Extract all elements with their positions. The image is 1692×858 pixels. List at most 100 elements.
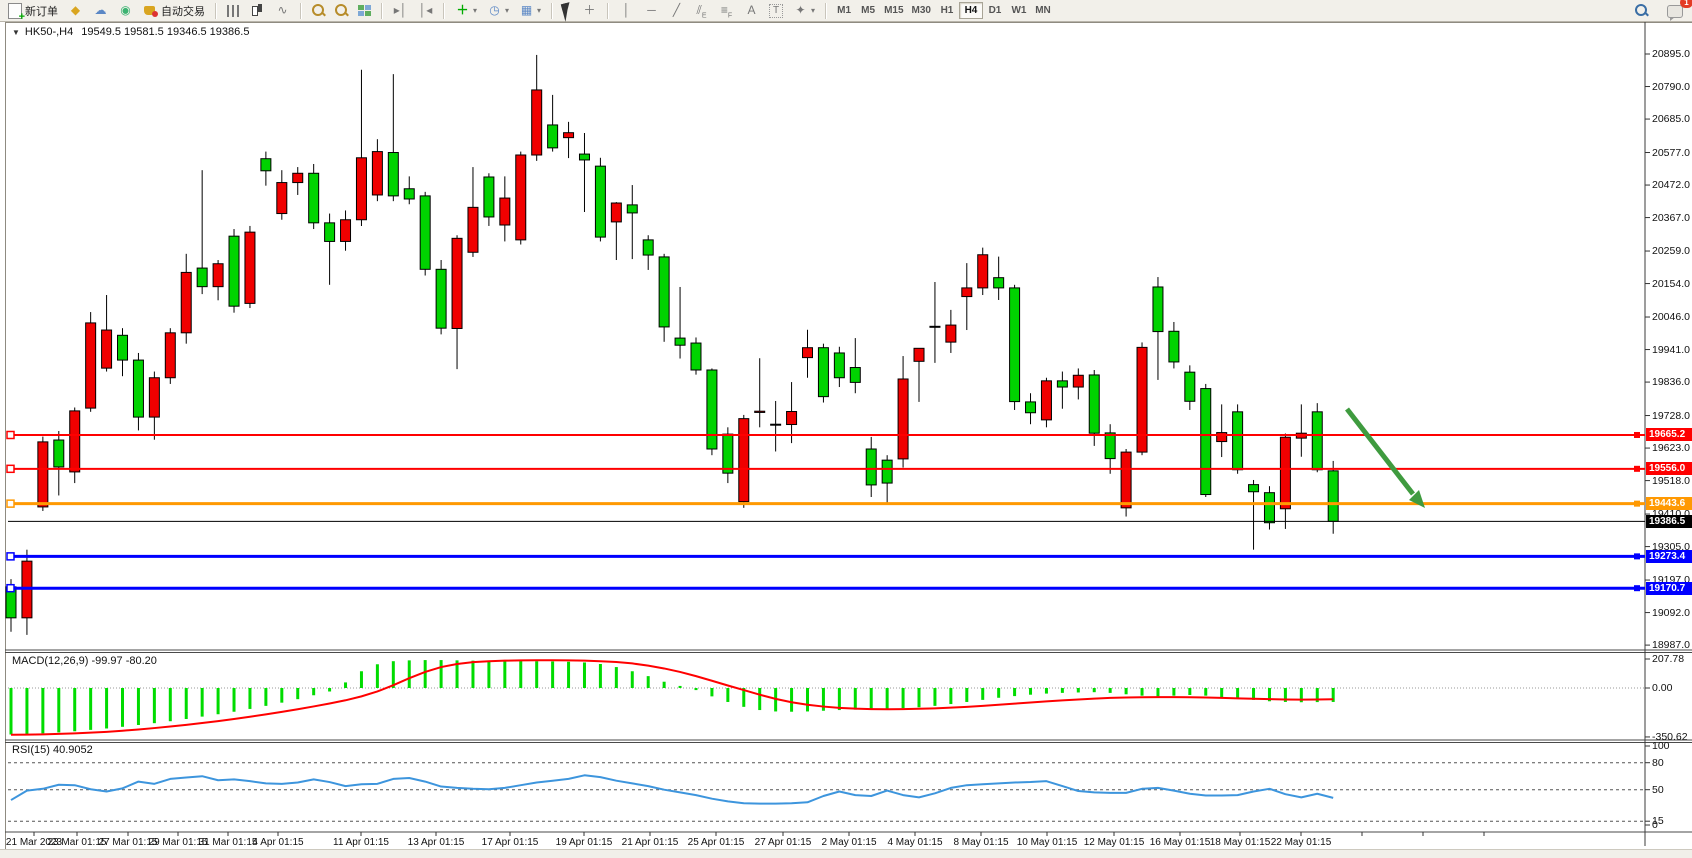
horizontal-line-button[interactable]: ─ <box>639 1 664 20</box>
zoom-out-button[interactable] <box>330 1 353 20</box>
line-handle[interactable] <box>6 430 15 440</box>
price-axis-label[interactable]: 20895.0 <box>1652 48 1690 60</box>
price-axis-label[interactable]: 20577.0 <box>1652 146 1690 159</box>
arrows-button[interactable]: ✦ ▾ <box>788 1 820 20</box>
chart-shift-button[interactable]: │◂ <box>413 1 438 20</box>
date-axis-label[interactable]: 11 Apr 01:15 <box>333 837 389 848</box>
line-handle[interactable] <box>6 499 15 508</box>
price-axis-label[interactable]: 19941.0 <box>1652 343 1690 356</box>
chat-button[interactable]: 1 <box>1662 0 1692 21</box>
rsi-axis-label[interactable]: 15 <box>1652 815 1664 828</box>
rsi-axis-label[interactable]: 100 <box>1652 740 1670 752</box>
rsi-axis-label[interactable]: 0 <box>1652 819 1658 831</box>
price-axis-label[interactable]: 20259.0 <box>1652 245 1690 258</box>
price-axis-label[interactable]: 20367.0 <box>1652 211 1690 224</box>
timeframe-d1-button[interactable]: D1 <box>983 2 1007 19</box>
price-axis-label[interactable]: 19518.0 <box>1652 474 1690 487</box>
price-axis-label[interactable]: 20154.0 <box>1652 277 1690 290</box>
horizontal-scrollbar[interactable] <box>0 849 1692 858</box>
line-chart-button[interactable]: ∿ <box>270 1 295 20</box>
line-handle[interactable] <box>1634 431 1640 438</box>
timeframe-m30-button[interactable]: M30 <box>908 2 935 19</box>
candle-down <box>594 165 606 238</box>
trade-group: + 新订单 ◆ ☁ ◉ 自动交易 <box>0 0 213 22</box>
date-axis-label[interactable]: 8 May 01:15 <box>953 837 1009 848</box>
candlestick-button[interactable] <box>245 1 270 20</box>
date-axis-label[interactable]: 13 Apr 01:15 <box>407 837 465 848</box>
collapse-triangle-icon[interactable]: ▼ <box>12 28 20 37</box>
rsi-axis-label[interactable]: 80 <box>1652 756 1664 769</box>
date-axis-label[interactable]: 17 Apr 01:15 <box>481 837 539 848</box>
trend-arrow-object[interactable] <box>1345 407 1415 496</box>
line-handle[interactable] <box>1634 585 1640 592</box>
trend-arrow-head[interactable] <box>1409 490 1425 508</box>
line-handle[interactable] <box>6 583 15 593</box>
fibonacci-button[interactable]: ≡F <box>714 1 739 20</box>
price-axis-label[interactable]: 20685.0 <box>1652 113 1690 126</box>
macd-axis-label[interactable]: -350.62 <box>1652 730 1688 743</box>
date-axis-label[interactable]: 31 Mar 01:15 <box>198 837 258 848</box>
timeframe-m15-button[interactable]: M15 <box>880 2 907 19</box>
price-axis-label[interactable]: 19305.0 <box>1652 540 1690 553</box>
text-button[interactable]: A <box>739 1 764 20</box>
auto-scroll-button[interactable]: ▸│ <box>388 1 413 20</box>
price-axis-label[interactable]: 20472.0 <box>1652 179 1690 192</box>
date-axis-label[interactable]: 19 Apr 01:15 <box>555 837 613 848</box>
timeframe-h4-button[interactable]: H4 <box>958 2 983 19</box>
date-axis-label[interactable]: 29 Mar 01:15 <box>148 837 208 848</box>
zoom-in-button[interactable] <box>307 1 330 20</box>
timeframe-m5-button[interactable]: M5 <box>856 2 880 19</box>
price-axis-label[interactable]: 20046.0 <box>1652 311 1690 324</box>
trendline-button[interactable]: ╱ <box>664 1 689 20</box>
crosshair-button[interactable]: ＋ <box>577 1 602 20</box>
styler-button[interactable]: ◆ <box>63 1 88 20</box>
line-handle[interactable] <box>1634 500 1640 507</box>
text-label-button[interactable]: T <box>764 1 788 20</box>
line-handle[interactable] <box>1634 465 1640 472</box>
price-axis-label[interactable]: 19836.0 <box>1652 376 1690 389</box>
indicators-button[interactable]: ＋ ▾ <box>450 1 482 20</box>
date-axis-label[interactable]: 4 May 01:15 <box>887 837 943 848</box>
equidistant-channel-button[interactable]: ⫽E <box>689 1 714 20</box>
date-axis-label[interactable]: 21 Mar 2023 <box>5 837 63 848</box>
price-axis-label[interactable]: 18987.0 <box>1652 639 1690 652</box>
date-axis-label[interactable]: 21 Apr 01:15 <box>621 837 679 848</box>
chart-canvas[interactable] <box>0 22 1692 857</box>
date-axis-label[interactable]: 27 Apr 01:15 <box>754 837 812 848</box>
macd-axis-label[interactable]: 0.00 <box>1652 682 1673 694</box>
date-axis-label[interactable]: 18 May 01:15 <box>1209 837 1271 848</box>
date-axis-label[interactable]: 10 May 01:15 <box>1016 837 1078 848</box>
tile-windows-button[interactable] <box>353 1 376 20</box>
timeframe-mn-button[interactable]: MN <box>1031 2 1055 19</box>
date-axis-label[interactable]: 23 Mar 01:15 <box>47 837 107 848</box>
price-axis-label[interactable]: 19092.0 <box>1652 606 1690 619</box>
templates-button[interactable]: ▦ ▾ <box>514 1 546 20</box>
price-axis-label[interactable]: 19728.0 <box>1652 409 1690 422</box>
date-axis-label[interactable]: 4 Apr 01:15 <box>252 837 304 848</box>
date-axis-label[interactable]: 27 Mar 01:15 <box>98 837 158 848</box>
vertical-line-button[interactable]: │ <box>614 1 639 20</box>
periods-button[interactable]: ◷ ▾ <box>482 1 514 20</box>
macd-axis-label[interactable]: 207.78 <box>1652 652 1685 665</box>
line-handle[interactable] <box>6 552 15 561</box>
publisher-button[interactable]: ☁ <box>88 1 113 20</box>
date-axis-label[interactable]: 12 May 01:15 <box>1083 837 1145 848</box>
price-axis-label[interactable]: 19623.0 <box>1652 442 1690 455</box>
date-axis-label[interactable]: 16 May 01:15 <box>1149 837 1211 848</box>
cursor-button[interactable] <box>558 1 577 22</box>
autotrade-button[interactable]: 自动交易 <box>138 1 210 20</box>
bar-chart-button[interactable] <box>222 1 245 20</box>
rsi-axis-label[interactable]: 50 <box>1652 783 1664 796</box>
date-axis-label[interactable]: 25 Apr 01:15 <box>687 837 745 848</box>
line-handle[interactable] <box>1634 553 1640 560</box>
date-axis-label[interactable]: 22 May 01:15 <box>1270 837 1332 848</box>
timeframe-m1-button[interactable]: M1 <box>832 2 856 19</box>
price-axis-label[interactable]: 20790.0 <box>1652 80 1690 93</box>
signals-button[interactable]: ◉ <box>113 1 138 20</box>
search-button[interactable] <box>1629 1 1654 20</box>
new-order-button[interactable]: + 新订单 <box>3 1 63 22</box>
date-axis-label[interactable]: 2 May 01:15 <box>821 837 877 848</box>
line-handle[interactable] <box>6 464 15 474</box>
timeframe-w1-button[interactable]: W1 <box>1007 2 1031 19</box>
timeframe-h1-button[interactable]: H1 <box>935 2 959 19</box>
